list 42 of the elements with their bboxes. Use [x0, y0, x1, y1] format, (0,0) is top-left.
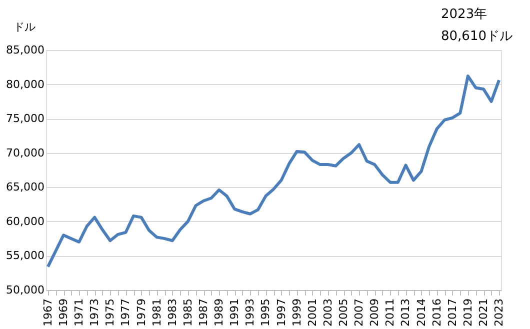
x-tick-label: 2009 [368, 298, 382, 326]
y-tick-label: 50,000 [6, 284, 44, 296]
y-tick-label: 80,000 [6, 78, 44, 91]
x-tick-label: 1995 [259, 298, 272, 326]
y-tick-label: 65,000 [6, 180, 44, 194]
x-tick-label: 2021 [477, 298, 490, 326]
text: 80,610ドル [441, 29, 512, 44]
x-tick-label: 2014 [414, 298, 428, 326]
y-tick-label: 60,000 [6, 214, 44, 228]
x-tick-label: 2013 [399, 298, 412, 326]
x-tick-label: 1979 [134, 298, 148, 326]
x-tick-label: 1977 [119, 298, 132, 326]
x-tick-label: 1999 [290, 298, 304, 326]
y-tick-label: 75,000 [6, 112, 44, 126]
y-axis-title: ドル [14, 20, 36, 34]
x-tick-label: 1981 [150, 298, 164, 326]
x-tick-label: 2011 [384, 298, 397, 326]
x-tick-label: 2001 [306, 298, 319, 326]
x-tick-label: 1975 [104, 298, 117, 326]
line-series [46, 74, 501, 268]
y-tick-label: 55,000 [6, 249, 44, 262]
x-tick-label: 2005 [337, 298, 350, 326]
x-tick-label: 2023 [492, 298, 506, 326]
x-tick-label: 1997 [274, 298, 288, 326]
x-tick-label: 1991 [228, 298, 242, 326]
y-tick-label: 85,000 [6, 44, 44, 56]
text: 2023年 [441, 7, 488, 22]
x-tick-label: 1983 [166, 298, 179, 326]
x-tick-label: 1987 [197, 298, 210, 326]
x-tick-label: 2007 [352, 298, 366, 326]
x-tick-label: 2019 [461, 298, 474, 326]
x-tick-label: 2003 [321, 298, 334, 326]
x-tick-label: 1971 [72, 298, 86, 326]
x-tick-label: 1985 [181, 298, 194, 326]
y-tick-label: 70,000 [6, 146, 44, 160]
x-tick-label: 1967 [41, 298, 54, 326]
x-tick-label: 1993 [244, 298, 257, 326]
x-tick-label: 1969 [57, 298, 70, 326]
x-tick-label: 1989 [212, 298, 226, 326]
x-tick-label: 2017 [446, 298, 459, 326]
x-tick-label: 1973 [88, 298, 102, 326]
x-tick-label: 2016 [430, 298, 444, 326]
